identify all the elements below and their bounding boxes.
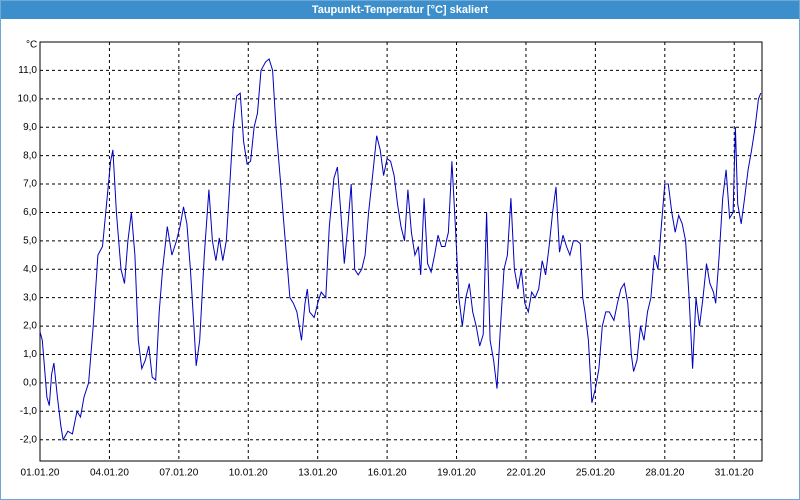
x-tick-label: 19.01.20 <box>437 468 476 479</box>
x-tick-label: 10.01.20 <box>229 468 268 479</box>
y-tick-label: 6,0 <box>23 207 37 218</box>
y-tick-label: -2,0 <box>20 434 38 445</box>
title-bar: Taupunkt-Temperatur [°C] skaliert <box>1 1 799 19</box>
x-tick-label: 28.01.20 <box>645 468 684 479</box>
x-tick-label: 13.01.20 <box>298 468 337 479</box>
chart: °C -2,0 -1,0 0,0 1,0 2,0 3,0 4,0 5,0 6,0 7,0 8,0 9,… <box>18 40 763 479</box>
y-unit-label: °C <box>26 40 37 51</box>
y-tick-label: 1,0 <box>23 349 37 360</box>
plot-frame <box>39 41 763 462</box>
y-tick-label: 0,0 <box>23 378 37 389</box>
x-tick-label: 16.01.20 <box>368 468 407 479</box>
x-tick-label: 01.01.20 <box>21 468 60 479</box>
x-tick-label: 22.01.20 <box>506 468 545 479</box>
x-tick-label: 04.01.20 <box>90 468 129 479</box>
y-tick-label: 3,0 <box>23 292 37 303</box>
y-tick-label: 11,0 <box>18 65 37 76</box>
x-tick-label: 07.01.20 <box>159 468 198 479</box>
y-tick-label: 4,0 <box>23 264 37 275</box>
y-tick-label: 9,0 <box>23 122 37 133</box>
y-tick-label: 10,0 <box>18 93 38 104</box>
y-tick-label: -1,0 <box>20 406 38 417</box>
y-tick-label: 2,0 <box>23 321 37 332</box>
y-tick-label: 8,0 <box>23 150 37 161</box>
x-tick-label: 25.01.20 <box>576 468 615 479</box>
y-tick-label: 5,0 <box>23 235 37 246</box>
y-tick-label: 7,0 <box>23 179 37 190</box>
x-tick-label: 31.01.20 <box>715 468 754 479</box>
data-line <box>39 58 762 442</box>
